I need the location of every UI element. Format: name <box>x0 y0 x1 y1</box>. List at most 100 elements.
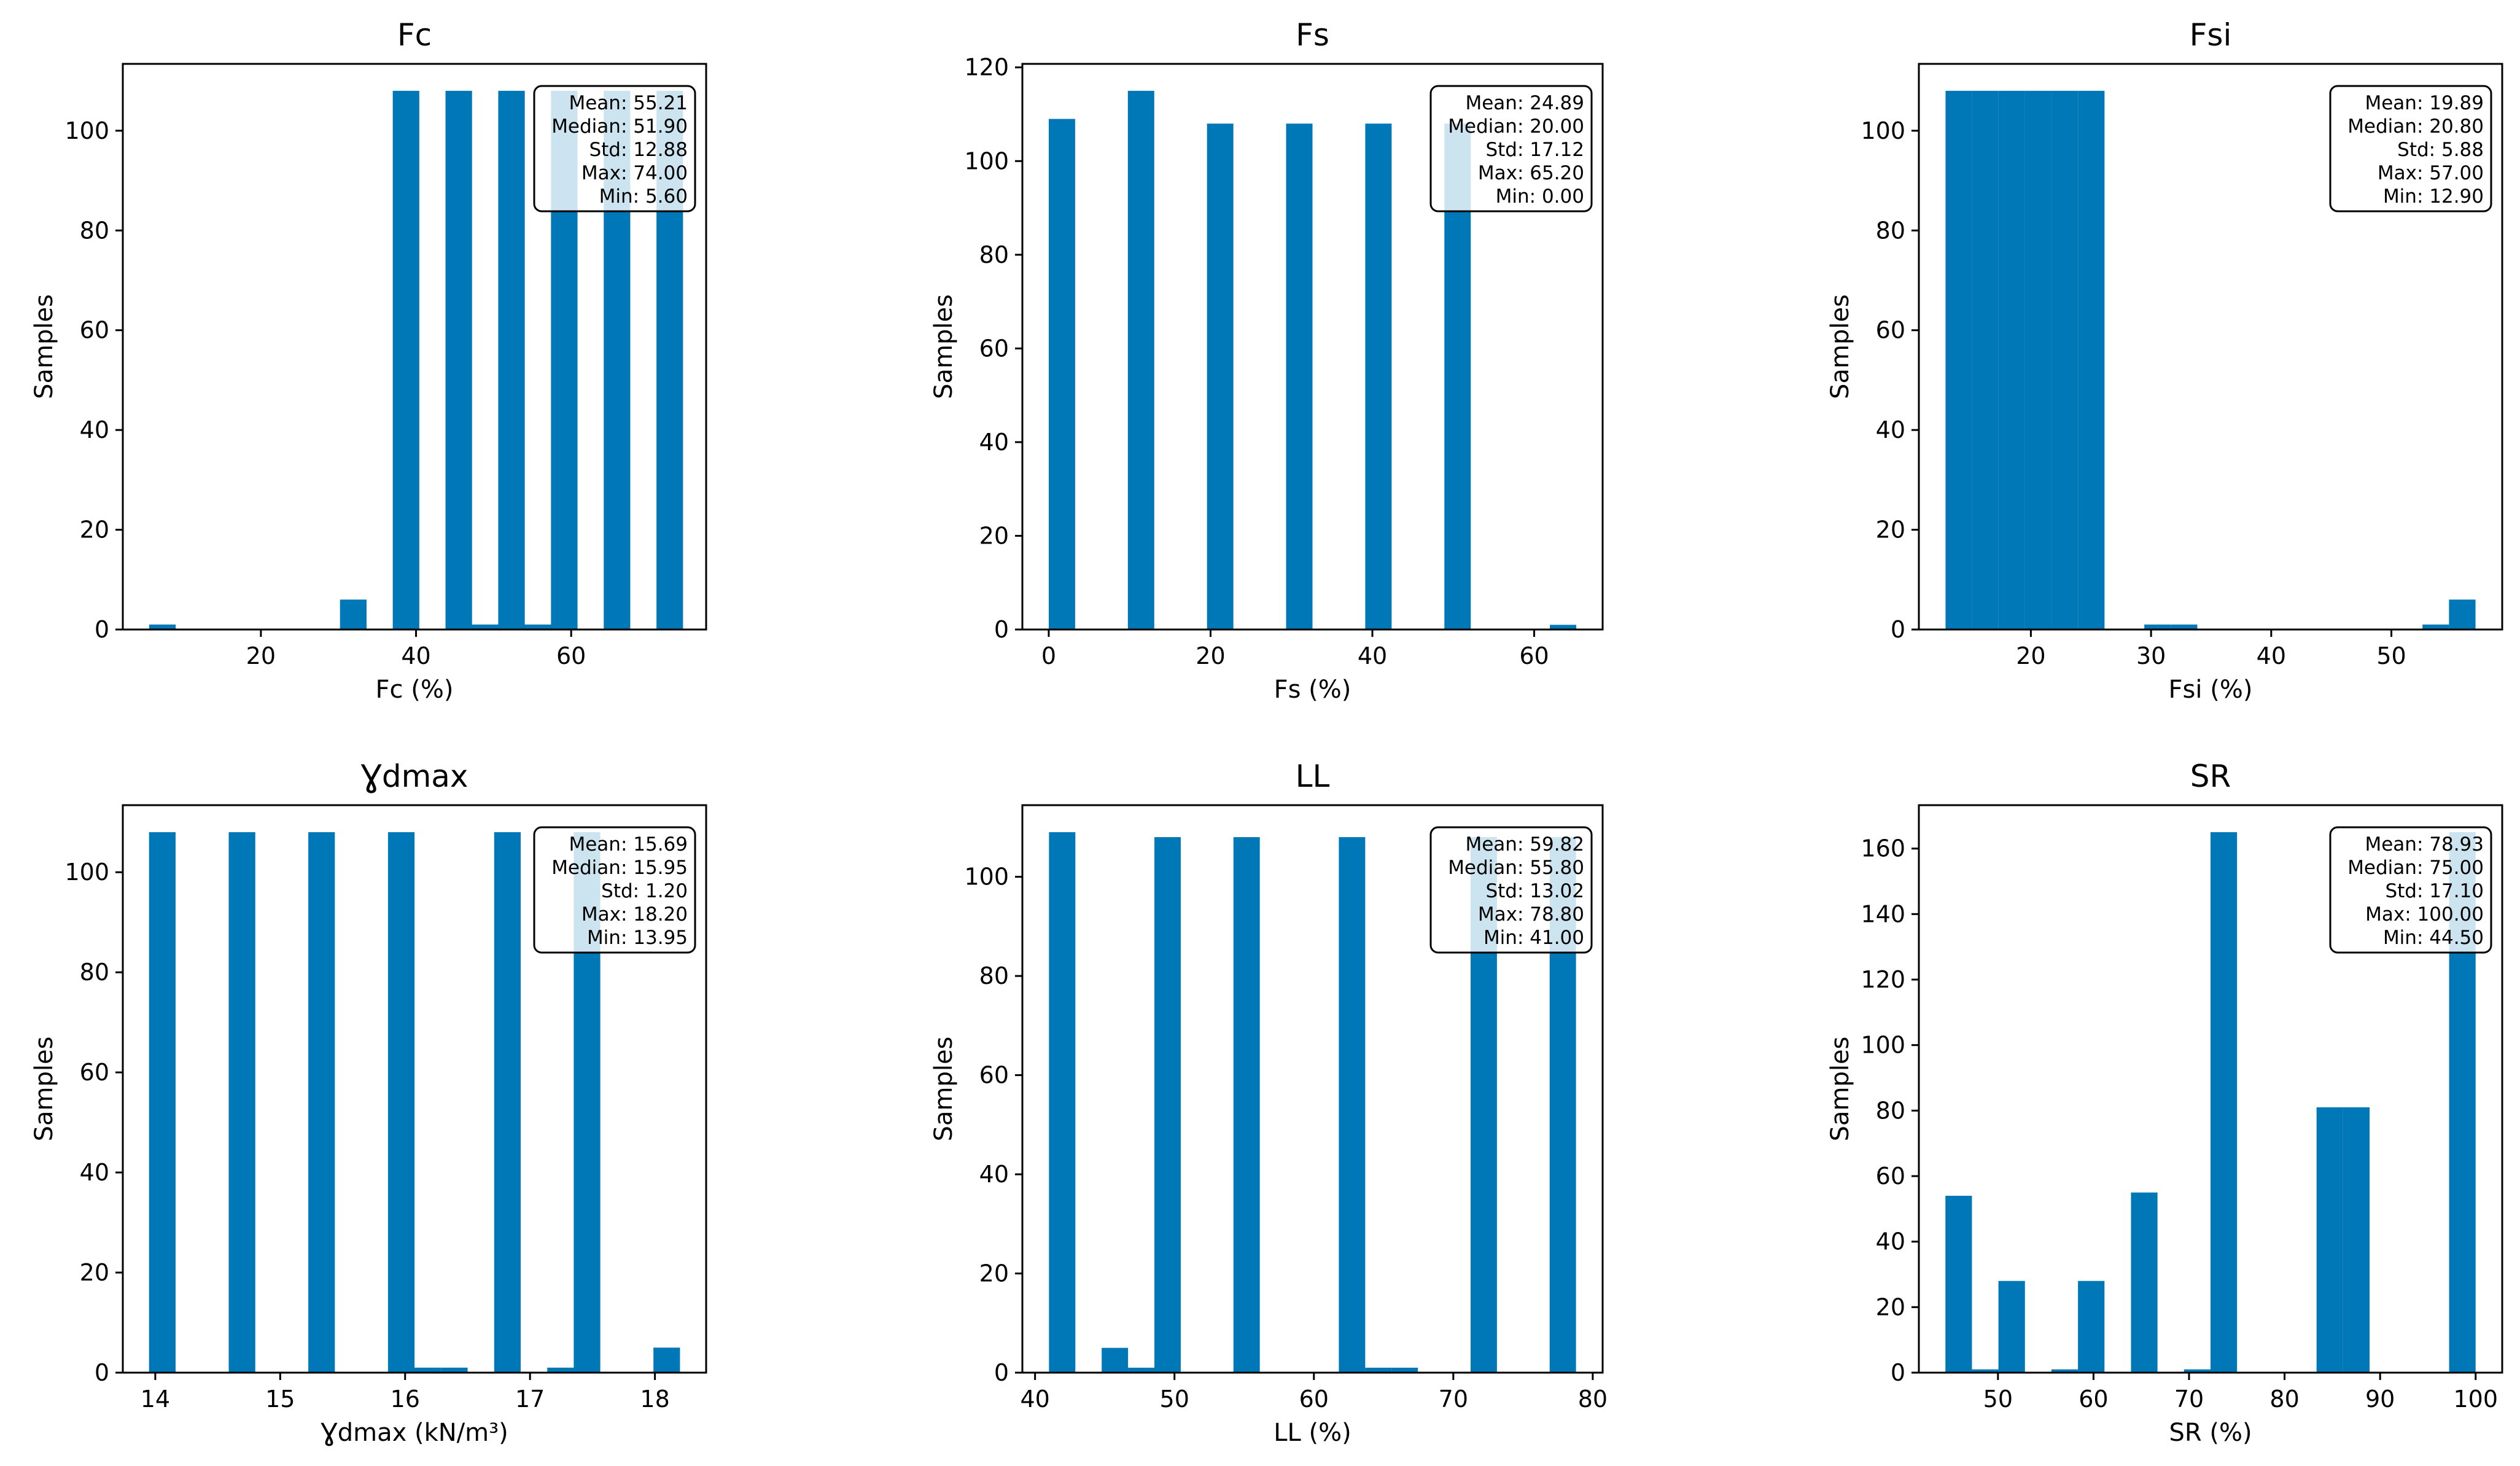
bar <box>308 832 335 1373</box>
chart-panel-1: 0 20 40 60 0 20 40 60 80 100 120 Fs Fs (%) Samples Mea… <box>930 17 1604 704</box>
y-tick-label: 0 <box>994 1359 1009 1386</box>
y-tick-label: 20 <box>1876 517 1905 544</box>
y-tick-label: 120 <box>1861 966 1905 993</box>
x-tick-label: 50 <box>2376 642 2406 669</box>
stats-line: Median: 55.80 <box>1448 857 1584 879</box>
y-tick-label: 0 <box>95 1359 109 1386</box>
x-axis-label: Fsi (%) <box>2169 676 2253 704</box>
stats-line: Mean: 19.89 <box>2365 92 2484 114</box>
x-tick-label: 90 <box>2365 1386 2395 1413</box>
stats-line: Max: 65.20 <box>1478 162 1584 184</box>
y-tick-label: 80 <box>979 241 1009 268</box>
y-tick-label: 60 <box>979 335 1009 362</box>
stats-line: Max: 57.00 <box>2378 162 2484 184</box>
chart-panel-0: 20 40 60 0 20 40 60 80 100 Fc Fc (%) Samples Mean: 5… <box>30 17 707 704</box>
stats-line: Mean: 59.82 <box>1465 833 1584 856</box>
bar <box>1365 1367 1392 1373</box>
bar <box>2051 90 2079 630</box>
bar <box>1972 90 1999 630</box>
x-tick-label: 60 <box>1299 1386 1329 1413</box>
y-tick-label: 40 <box>80 1159 109 1186</box>
bar <box>2316 1107 2343 1373</box>
y-axis-label: Samples <box>1826 294 1854 399</box>
stats-box <box>2329 826 2492 954</box>
x-tick-label: 15 <box>265 1386 295 1413</box>
bar <box>1048 119 1075 630</box>
bar <box>2184 1369 2211 1373</box>
x-axis-label: Fs (%) <box>1274 676 1351 704</box>
bar <box>1391 1367 1418 1373</box>
x-tick-label: 14 <box>141 1386 170 1413</box>
bar <box>1998 90 2025 630</box>
chart-title: LL <box>1296 758 1330 794</box>
bar <box>2078 1281 2105 1373</box>
chart-panel-3: 14 15 16 17 18 0 20 40 60 80 100 Ɣdmax Ɣdmax (kN/m³)… <box>30 758 707 1447</box>
bar <box>1049 832 1076 1373</box>
bar <box>414 1367 441 1373</box>
bar <box>1286 123 1313 630</box>
y-tick-label: 20 <box>979 1260 1009 1287</box>
y-tick-label: 140 <box>1861 900 1905 927</box>
y-axis-label: Samples <box>1826 1037 1854 1142</box>
y-axis-label: Samples <box>930 294 958 399</box>
y-tick-label: 100 <box>1861 1032 1905 1059</box>
stats-line: Std: 17.12 <box>1485 139 1584 161</box>
stats-line: Mean: 55.21 <box>569 92 688 114</box>
y-tick-label: 100 <box>64 117 109 144</box>
bar <box>1127 90 1154 630</box>
bar <box>445 90 472 630</box>
bar <box>2343 1107 2370 1373</box>
y-axis-label: Samples <box>30 294 58 399</box>
y-tick-label: 60 <box>80 317 109 344</box>
stats-line: Max: 74.00 <box>581 162 688 184</box>
axes-frame <box>1021 804 1604 1374</box>
x-tick-label: 70 <box>2174 1386 2204 1413</box>
y-tick-label: 60 <box>80 1059 109 1086</box>
y-tick-label: 20 <box>979 522 1009 549</box>
bar <box>340 599 367 630</box>
chart-panel-2: 20 30 40 50 0 20 40 60 80 100 Fsi Fsi (%) Samples Mea… <box>1826 17 2503 704</box>
x-tick-label: 30 <box>2136 642 2166 669</box>
stats-box <box>533 85 696 212</box>
bar <box>1339 837 1366 1373</box>
y-tick-label: 100 <box>1861 117 1905 144</box>
x-tick-label: 70 <box>1439 1386 1468 1413</box>
y-tick-label: 0 <box>994 616 1009 643</box>
stats-box <box>533 826 696 954</box>
y-axis-label: Samples <box>30 1037 58 1142</box>
chart-title: SR <box>2190 758 2231 794</box>
x-axis-label: Fc (%) <box>376 676 454 704</box>
bar <box>228 832 255 1373</box>
x-tick-label: 20 <box>1196 642 1225 669</box>
bar <box>1998 1281 2025 1373</box>
chart-panel-5: 50 60 70 80 90 100 0 20 40 60 80 100 120 140 160 SR SR (… <box>1826 758 2503 1447</box>
stats-line: Median: 75.00 <box>2347 857 2484 879</box>
bar <box>149 832 176 1373</box>
x-tick-label: 40 <box>1020 1386 1049 1413</box>
axes-frame <box>122 63 707 631</box>
y-tick-label: 40 <box>979 1161 1009 1188</box>
y-tick-label: 100 <box>964 147 1009 174</box>
bar <box>472 624 499 630</box>
bar <box>149 624 176 630</box>
bar <box>2449 599 2476 630</box>
bar <box>1365 123 1392 630</box>
x-tick-label: 50 <box>1160 1386 1189 1413</box>
bar <box>441 1367 468 1373</box>
chart-panel-4: 40 50 60 70 80 0 20 40 60 80 100 LL LL (%) Samples Mea… <box>930 758 1608 1447</box>
x-tick-label: 80 <box>2269 1386 2299 1413</box>
bar <box>1972 1369 1999 1373</box>
y-tick-label: 120 <box>964 54 1009 81</box>
y-tick-label: 40 <box>80 416 109 443</box>
bar <box>2171 624 2198 630</box>
y-tick-label: 80 <box>979 962 1009 989</box>
axes-frame <box>122 804 707 1374</box>
stats-line: Min: 44.50 <box>2383 927 2484 949</box>
stats-line: Min: 12.90 <box>2383 185 2484 208</box>
y-tick-label: 80 <box>80 959 109 986</box>
x-axis-label: LL (%) <box>1274 1419 1351 1447</box>
bar <box>2131 1192 2158 1373</box>
bar <box>2078 90 2105 630</box>
x-tick-label: 20 <box>2016 642 2045 669</box>
stats-line: Min: 5.60 <box>599 185 688 208</box>
